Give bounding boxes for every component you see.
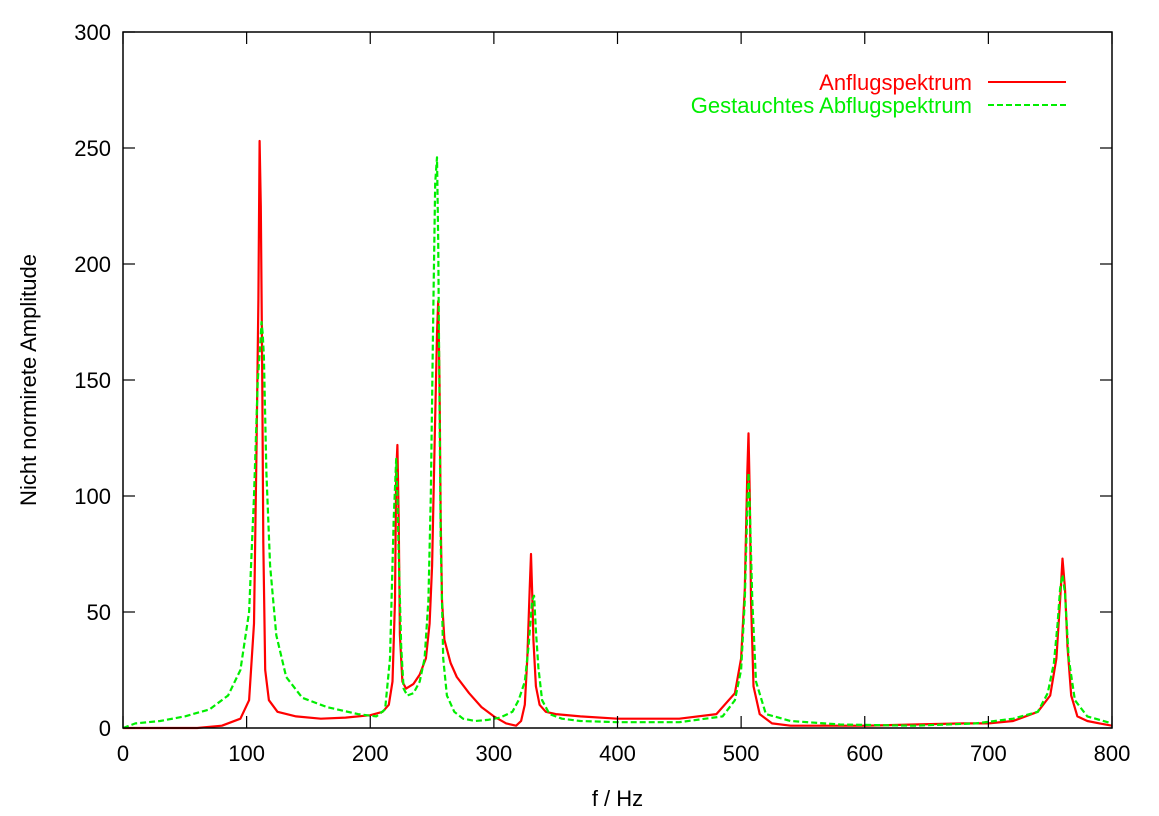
y-axis-title: Nicht normirete Amplitude xyxy=(16,254,41,506)
y-tick-label: 100 xyxy=(74,484,111,509)
tick-layer: 0 100 200 300 400 500 600 700 800 0 50 100 150 200 250… xyxy=(74,20,1130,766)
y-tick-label: 150 xyxy=(74,368,111,393)
x-tick-label: 400 xyxy=(599,741,636,766)
x-axis-title: f / Hz xyxy=(592,786,643,811)
x-tick-label: 100 xyxy=(228,741,265,766)
x-tick-label: 200 xyxy=(352,741,389,766)
series-line-gestauchtes-abflugspektrum xyxy=(122,156,1113,730)
x-tick-label: 800 xyxy=(1094,741,1131,766)
y-tick-label: 0 xyxy=(99,716,111,741)
plot-frame xyxy=(122,31,1113,729)
series-layer xyxy=(122,139,1113,730)
legend-label-gestauchtes-abflugspektrum: Gestauchtes Abflugspektrum xyxy=(691,93,972,118)
x-tick-label: 0 xyxy=(117,741,129,766)
legend: Anflugspektrum Gestauchtes Abflugspektru… xyxy=(691,70,1066,118)
y-tick-label: 250 xyxy=(74,136,111,161)
series-line-anflugspektrum xyxy=(123,139,1113,730)
x-tick-label: 600 xyxy=(846,741,883,766)
y-tick-label: 300 xyxy=(74,20,111,45)
x-tick-label: 300 xyxy=(476,741,513,766)
legend-label-anflugspektrum: Anflugspektrum xyxy=(819,70,972,95)
y-tick-label: 200 xyxy=(74,252,111,277)
x-tick-label: 700 xyxy=(970,741,1007,766)
x-tick-label: 500 xyxy=(723,741,760,766)
y-tick-label: 50 xyxy=(87,600,111,625)
